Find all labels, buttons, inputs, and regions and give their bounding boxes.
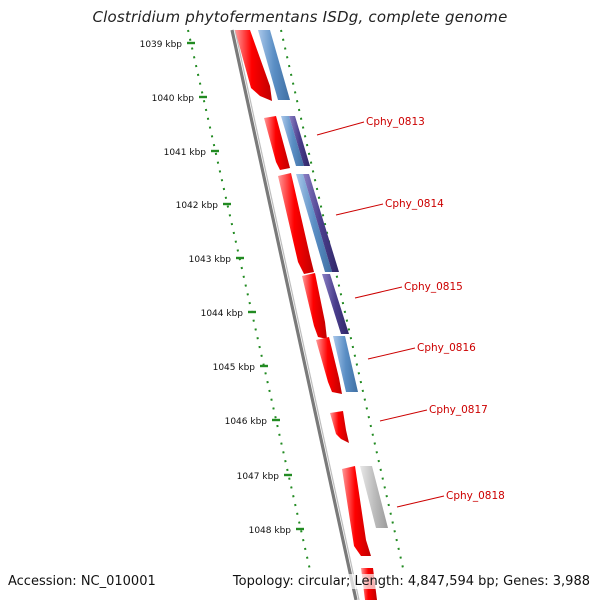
outer-dotted-ring xyxy=(280,29,404,569)
label-leader xyxy=(367,347,416,360)
genome-backbone-highlight xyxy=(234,29,360,600)
genome-summary: Topology: circular; Length: 4,847,594 bp… xyxy=(232,574,590,589)
gene-feature xyxy=(322,274,349,334)
gene-feature xyxy=(289,116,310,166)
ruler-label: 1041 kbp xyxy=(164,148,207,158)
gene-track xyxy=(258,30,388,528)
cds-feature xyxy=(235,30,272,101)
map-title: Clostridium phytofermentans ISDg, comple… xyxy=(92,8,508,26)
label-leader xyxy=(335,203,384,216)
cds-track xyxy=(235,30,377,600)
gene-feature xyxy=(281,116,304,166)
label-leader xyxy=(316,121,365,136)
genome-backbone xyxy=(230,29,358,600)
cds-feature xyxy=(264,116,290,170)
gene-feature xyxy=(296,174,332,272)
cds-feature xyxy=(316,337,342,394)
cds-feature xyxy=(302,273,327,339)
gene-labels: Cphy_0813 Cphy_0814 Cphy_0815 Cphy_0816 … xyxy=(366,116,505,502)
ruler-label: 1040 kbp xyxy=(152,94,195,104)
label-leader xyxy=(379,409,428,422)
ruler-labels: 1039 kbp 1040 kbp 1041 kbp 1042 kbp 1043… xyxy=(140,40,292,536)
ruler-label: 1047 kbp xyxy=(237,472,280,482)
cds-feature xyxy=(330,411,349,443)
label-leaders xyxy=(316,121,445,508)
gene-label: Cphy_0814 xyxy=(385,198,444,210)
cds-feature xyxy=(342,466,371,556)
ruler-label: 1042 kbp xyxy=(176,201,219,211)
gene-feature xyxy=(303,174,339,272)
cds-feature xyxy=(278,173,314,274)
gene-feature xyxy=(333,336,358,392)
gene-label: Cphy_0818 xyxy=(446,490,505,502)
ruler-label: 1048 kbp xyxy=(249,526,292,536)
ruler-label: 1039 kbp xyxy=(140,40,183,50)
gene-label: Cphy_0815 xyxy=(404,281,463,293)
ruler-label: 1043 kbp xyxy=(189,255,232,265)
gene-label: Cphy_0817 xyxy=(429,404,488,416)
ruler-label: 1045 kbp xyxy=(213,363,256,373)
accession-label: Accession: NC_010001 xyxy=(8,574,156,589)
ruler-label: 1046 kbp xyxy=(225,417,268,427)
label-leader xyxy=(354,286,403,299)
label-leader xyxy=(396,495,445,508)
gene-label: Cphy_0813 xyxy=(366,116,425,128)
gene-label: Cphy_0816 xyxy=(417,342,476,354)
gene-feature xyxy=(258,30,290,100)
ruler-ticks xyxy=(187,41,304,531)
ruler-label: 1044 kbp xyxy=(201,309,244,319)
gene-feature xyxy=(360,466,388,528)
